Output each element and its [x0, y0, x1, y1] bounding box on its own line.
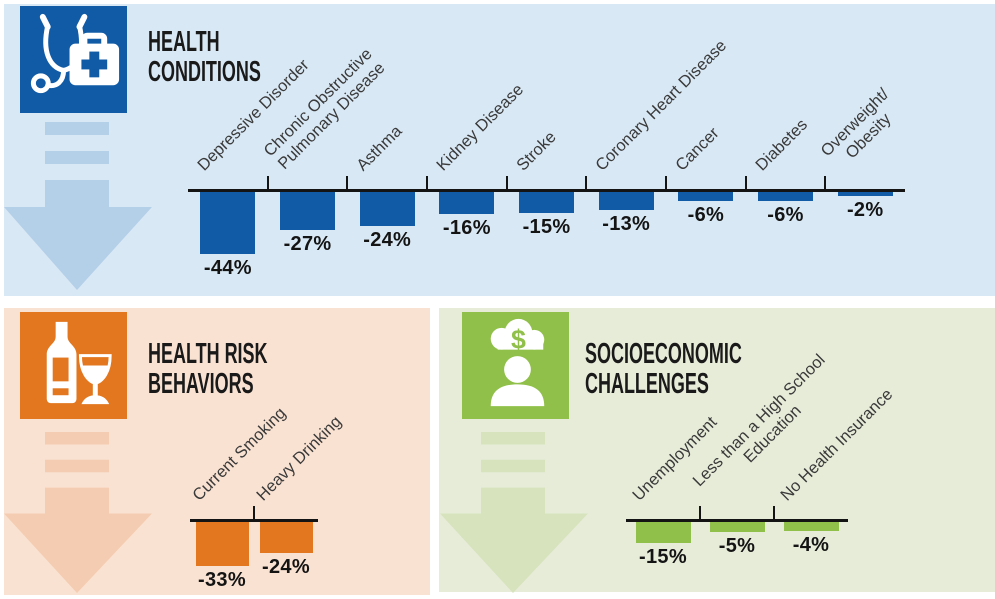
axis-tick: [505, 176, 508, 189]
panel-title-line: CONDITIONS: [148, 56, 261, 88]
category-label: Cancer: [672, 123, 723, 174]
chart-column: Unemployment -15%: [626, 413, 720, 569]
axis-tick: [253, 506, 255, 519]
panel-title-line: BEHAVIORS: [148, 368, 254, 400]
bar-value-label: -15%: [522, 216, 571, 238]
bar-value-label: -33%: [198, 569, 246, 591]
decrease-down-arrow-icon: [440, 432, 588, 593]
bar-value-label: -6%: [767, 204, 804, 226]
category-label: Diabetes: [751, 115, 811, 174]
wine-bottle-glass-icon: [20, 312, 127, 419]
bar: [709, 522, 765, 532]
decrease-down-arrow-icon: [4, 122, 152, 290]
chart-column: Asthma -24%: [347, 122, 429, 280]
person-money-cloud-icon: $: [490, 318, 545, 407]
bar: [439, 192, 495, 214]
axis-tick: [346, 176, 349, 189]
panel-health-risk-behaviors: HEALTH RISK BEHAVIORS Current Smoking -33…: [4, 308, 430, 595]
bar-value-label: -5%: [718, 535, 756, 557]
axis-tick: [585, 176, 588, 189]
panel-title-line: HEALTH RISK: [148, 338, 268, 370]
axis-tick: [773, 506, 775, 519]
bar-value-label: -24%: [262, 556, 310, 578]
bar-value-label: -13%: [602, 213, 651, 235]
bar: [195, 522, 249, 566]
medical-kit-stethoscope-icon: [20, 6, 127, 113]
panel-title-line: HEALTH: [148, 26, 220, 58]
bar: [200, 192, 256, 254]
axis-tick: [266, 176, 269, 189]
chart-column: Less than a High School Education -5%: [689, 351, 828, 569]
axis-tick: [824, 176, 827, 189]
category-label: Overweight/Obesity: [817, 85, 896, 163]
chart-column: Cancer -6%: [666, 124, 747, 280]
axis-baseline: [188, 189, 905, 192]
bar: [635, 522, 691, 543]
category-label: Coronary Heart Disease: [592, 36, 731, 174]
axis-tick: [426, 176, 429, 189]
decrease-down-arrow-icon: [4, 432, 152, 593]
bar-value-label: -15%: [639, 546, 687, 568]
axis-tick: [699, 506, 701, 519]
axis-tick: [665, 176, 668, 189]
bar-value-label: -44%: [203, 257, 252, 279]
chart-column: No Health Insurance -4%: [774, 385, 896, 569]
axis-tick: [744, 176, 747, 189]
chart-column: Depressive Disorder -44%: [188, 56, 312, 280]
chart-columns: Depressive Disorder -44% Chronic Obstructi…: [188, 36, 905, 280]
bar-value-label: -2%: [846, 199, 884, 221]
panel-title-line: CHALLENGES: [585, 368, 709, 400]
category-label: Asthma: [353, 121, 406, 174]
bar-value-label: -16%: [442, 217, 491, 239]
wine-bottle-glass-icon: [46, 321, 112, 405]
panel-title-line: SOCIOECONOMIC: [585, 338, 742, 370]
bar: [359, 192, 415, 226]
chart-column: Kidney Disease -16%: [427, 80, 527, 280]
svg-text:$: $: [511, 325, 526, 355]
panel-title: HEALTH RISK BEHAVIORS: [148, 339, 268, 399]
bar: [259, 522, 313, 553]
medical-kit-stethoscope-icon: [30, 13, 120, 94]
chart-column: Chronic Obstructive Pulmonary Disease -27%: [260, 45, 388, 280]
category-label: Stroke: [512, 127, 560, 174]
chart-column: Current Smoking -33%: [189, 404, 289, 592]
panel-title: SOCIOECONOMIC CHALLENGES: [585, 339, 742, 399]
bar: [519, 192, 575, 213]
axis-baseline: [190, 519, 318, 522]
axis-baseline: [626, 519, 848, 522]
bar: [758, 192, 814, 201]
bar: [280, 192, 335, 230]
chart-column: Heavy Drinking -24%: [253, 412, 345, 592]
chart-columns: Unemployment -15% Less than a High School E…: [626, 351, 896, 569]
panel-title: HEALTH CONDITIONS: [148, 27, 261, 87]
bar-value-label: -24%: [363, 229, 412, 251]
panel-health-conditions: HEALTH CONDITIONS Depressive Disorder -44…: [4, 4, 995, 296]
chart-column: Stroke -15%: [507, 128, 588, 280]
chart-column: Coronary Heart Disease -13%: [586, 36, 731, 280]
bar-value-label: -27%: [283, 233, 332, 255]
chart-column: Diabetes -6%: [746, 115, 827, 280]
panel-socioeconomic-challenges: $ SOCIOECONOMIC CHALLENGES Unemployment -…: [439, 308, 995, 593]
bar: [837, 192, 893, 196]
bar: [783, 522, 839, 531]
bar: [598, 192, 654, 210]
chart-column: Overweight/Obesity -2%: [818, 85, 905, 280]
bar: [678, 192, 734, 201]
bar-value-label: -4%: [792, 534, 830, 556]
bar-value-label: -6%: [687, 204, 725, 226]
person-money-cloud-icon: $: [462, 312, 569, 419]
chart-columns: Current Smoking -33% Heavy Drinking -24%: [189, 404, 345, 592]
